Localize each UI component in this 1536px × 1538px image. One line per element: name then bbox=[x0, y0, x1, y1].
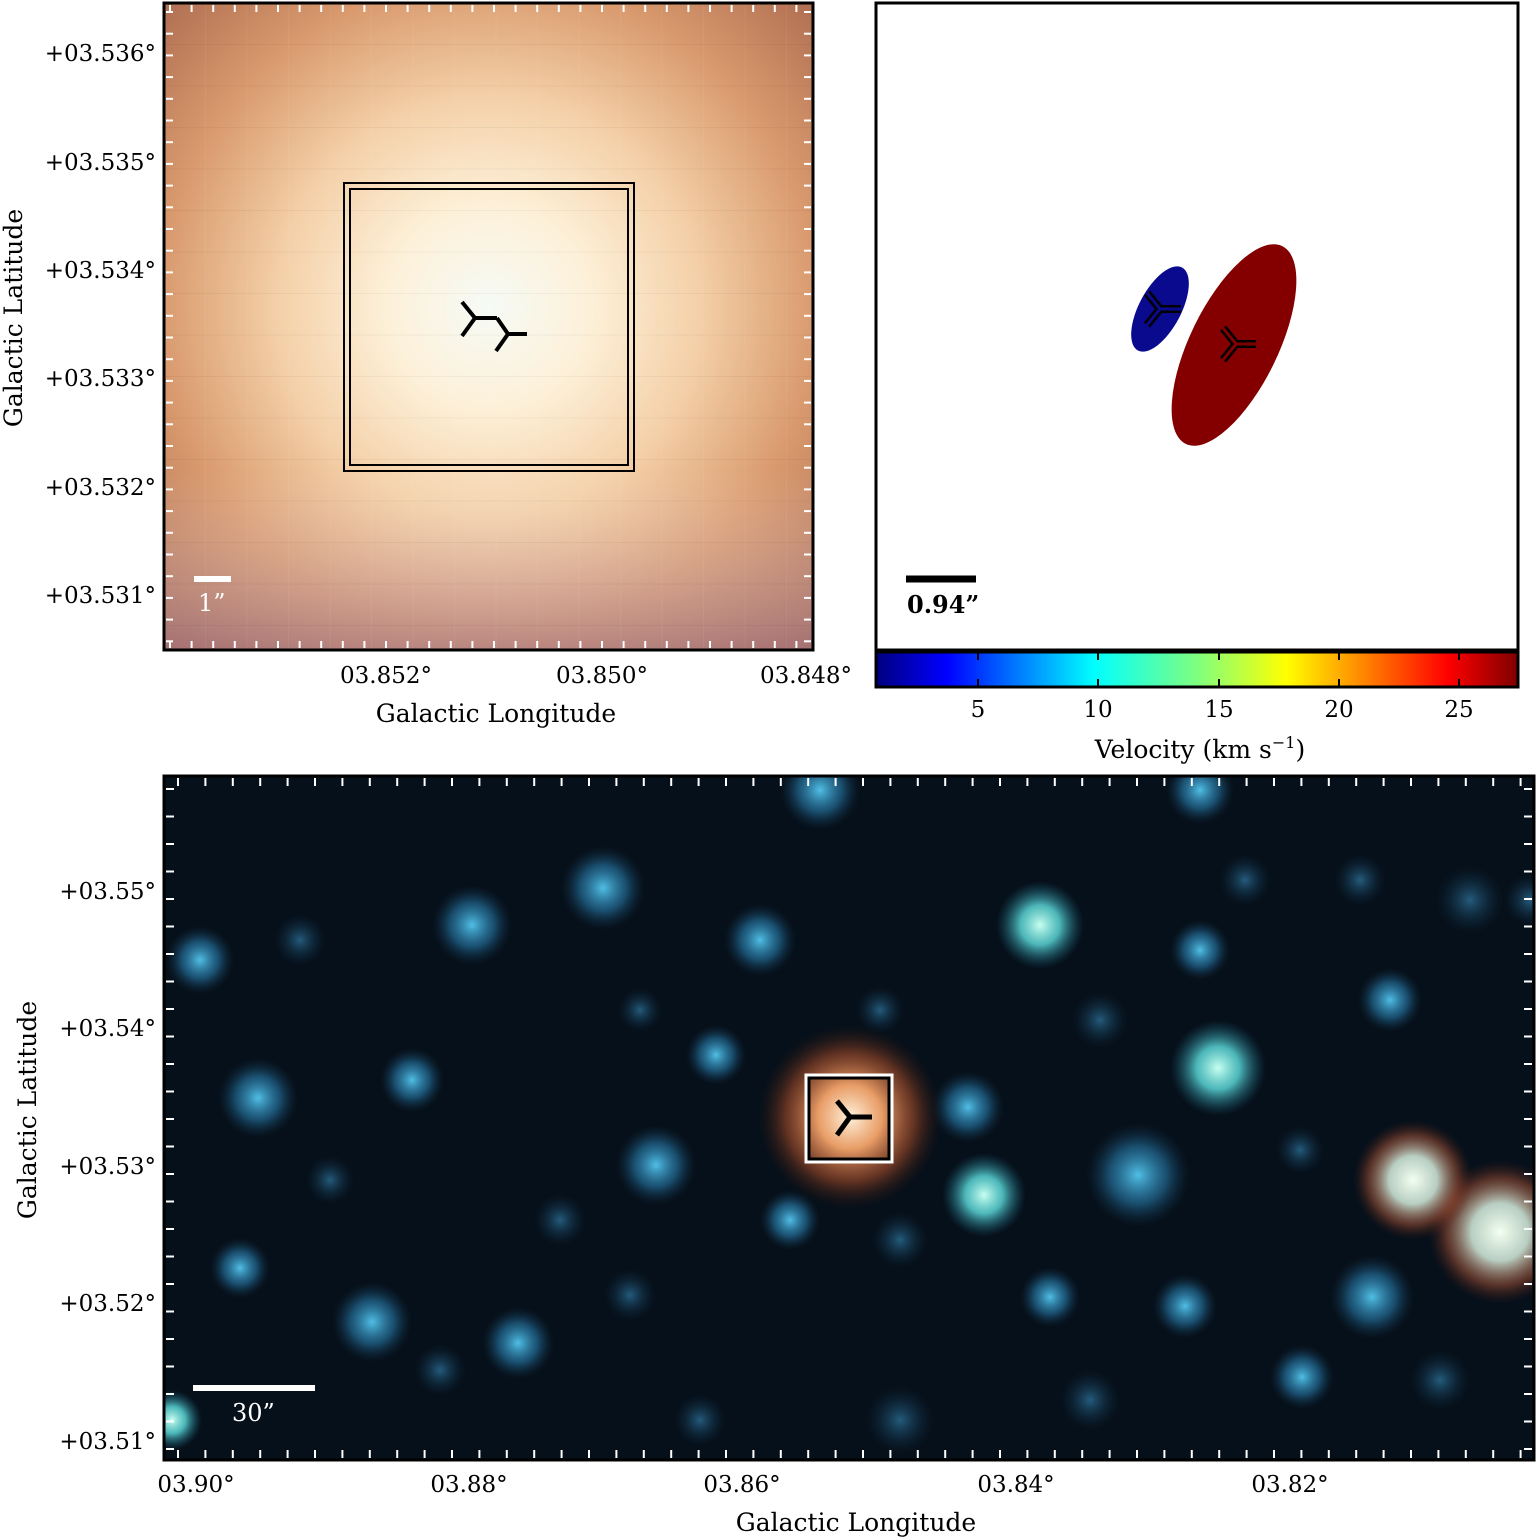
panel-b-colorbar bbox=[874, 650, 1520, 689]
panel-c-xlabel: Galactic Longitude bbox=[736, 1508, 976, 1537]
panel-c-star bbox=[561, 846, 645, 930]
panel-c-ytick-label: +03.53° bbox=[59, 1154, 156, 1180]
panel-c-star bbox=[1072, 992, 1128, 1048]
panel-c-star bbox=[1166, 776, 1234, 824]
colorbar-tick-label: 10 bbox=[1083, 697, 1112, 723]
panel-c-ytick-label: +03.54° bbox=[59, 1016, 156, 1042]
panel-b: 0.94” 5 10 15 20 25 Velocity (km s−1) bbox=[874, 1, 1520, 764]
panel-c-star bbox=[1504, 874, 1534, 926]
panel-c: 30” 03.90° 03.88° 03.86° 03.84° 03.82° +… bbox=[13, 774, 1536, 1537]
panel-c-star bbox=[942, 1153, 1026, 1237]
panel-a-xtick-label: 03.850° bbox=[556, 663, 648, 689]
panel-c-star bbox=[866, 1386, 934, 1454]
panel-a-ticks bbox=[166, 5, 811, 648]
panel-c-star bbox=[166, 926, 234, 994]
panel-c-star bbox=[1219, 854, 1271, 906]
panel-c-star bbox=[534, 1194, 586, 1246]
panel-a-xlabel: Galactic Longitude bbox=[376, 699, 616, 728]
panel-c-star bbox=[306, 1156, 354, 1204]
panel-a-ytick-label: +03.532° bbox=[45, 475, 156, 501]
panel-c-xtick-label: 03.84° bbox=[977, 1472, 1054, 1498]
panel-c-source-marker bbox=[834, 1099, 872, 1137]
panel-c-star bbox=[856, 986, 904, 1034]
colorbar-tick-label: 15 bbox=[1204, 697, 1233, 723]
panel-c-xtick-label: 03.86° bbox=[703, 1472, 780, 1498]
panel-a-ytick-label: +03.535° bbox=[45, 150, 156, 176]
panel-c-star bbox=[1330, 1255, 1414, 1339]
panel-c-scalebar-label: 30” bbox=[232, 1399, 275, 1427]
panel-c-ytick-label: +03.55° bbox=[59, 879, 156, 905]
panel-c-star bbox=[1153, 1274, 1217, 1338]
panel-c-star bbox=[1358, 968, 1422, 1032]
panel-c-star bbox=[1270, 1345, 1334, 1409]
panel-c-star bbox=[780, 776, 860, 830]
panel-c-ytick-label: +03.51° bbox=[59, 1429, 156, 1455]
panel-a-ytick-label: +03.536° bbox=[45, 41, 156, 67]
panel-c-star bbox=[210, 1238, 270, 1298]
panel-c-star bbox=[482, 1307, 554, 1379]
colorbar-tick-label: 20 bbox=[1324, 697, 1353, 723]
panel-c-target-box-outer bbox=[804, 1073, 894, 1164]
panel-c-target-box-inner bbox=[807, 1076, 891, 1161]
panel-c-star bbox=[1436, 866, 1504, 934]
panel-c-ytick-label: +03.52° bbox=[59, 1291, 156, 1317]
panel-a-scalebar-label: 1” bbox=[198, 589, 226, 617]
panel-a-target-box-inner bbox=[349, 188, 629, 466]
panel-a-source-marker-2 bbox=[494, 316, 527, 353]
panel-c-star bbox=[218, 1058, 298, 1138]
panel-c-star bbox=[760, 1190, 820, 1250]
panel-c-star bbox=[872, 1212, 928, 1268]
panel-c-star bbox=[1410, 1350, 1470, 1410]
panel-c-stars bbox=[164, 776, 1534, 1454]
panel-c-star bbox=[380, 1048, 444, 1112]
panel-b-scalebar-label: 0.94” bbox=[907, 590, 979, 619]
colorbar-tick-label: 25 bbox=[1444, 697, 1473, 723]
panel-c-star bbox=[686, 1025, 746, 1085]
panel-a-source-marker-1 bbox=[460, 300, 497, 338]
panel-c-star bbox=[1170, 1020, 1266, 1116]
panel-a-frame bbox=[162, 1, 815, 652]
panel-c-star bbox=[1276, 1126, 1324, 1174]
panel-a-ytick-label: +03.531° bbox=[45, 583, 156, 609]
panel-c-xtick-label: 03.88° bbox=[430, 1472, 507, 1498]
panel-c-star bbox=[1060, 1370, 1120, 1430]
panel-c-ylabel: Galactic Latitude bbox=[13, 1001, 42, 1219]
panel-a-ytick-label: +03.534° bbox=[45, 258, 156, 284]
panel-a-pixel-grid bbox=[164, 3, 813, 650]
panel-b-colorbar-ticks bbox=[977, 652, 1460, 687]
panel-a-ytick-label: +03.533° bbox=[45, 366, 156, 392]
panel-c-star bbox=[432, 885, 512, 965]
colorbar-tick-label: 5 bbox=[971, 697, 986, 723]
colorbar-label: Velocity (km s−1) bbox=[1094, 733, 1305, 764]
panel-c-star bbox=[932, 1071, 1004, 1143]
panel-c-star bbox=[274, 914, 326, 966]
panel-a-xtick-label: 03.848° bbox=[760, 663, 852, 689]
panel-c-star bbox=[1086, 1123, 1190, 1227]
panel-c-frame bbox=[162, 774, 1536, 1462]
panel-a-ylabel: Galactic Latitude bbox=[0, 209, 28, 427]
panel-a-target-box-outer bbox=[343, 182, 635, 472]
panel-c-star bbox=[996, 881, 1084, 969]
panel-c-star bbox=[618, 988, 662, 1032]
panel-c-ticks bbox=[166, 778, 1532, 1458]
panel-c-star bbox=[604, 1269, 656, 1321]
panel-a: 1” 03.852° 03.850° 03.848° +03.536° +03.… bbox=[0, 1, 852, 728]
panel-c-star bbox=[1353, 1120, 1473, 1240]
panel-c-star bbox=[674, 1394, 726, 1446]
panel-c-star bbox=[1170, 920, 1230, 980]
panel-c-star bbox=[1020, 1267, 1080, 1327]
panel-c-star bbox=[414, 1344, 466, 1396]
panel-c-star bbox=[724, 904, 796, 976]
panel-c-star bbox=[616, 1125, 696, 1205]
panel-c-star bbox=[164, 1390, 202, 1450]
panel-c-xtick-label: 03.90° bbox=[157, 1472, 234, 1498]
panel-c-star bbox=[332, 1282, 412, 1362]
panel-c-xtick-label: 03.82° bbox=[1251, 1472, 1328, 1498]
panel-c-star bbox=[1334, 854, 1386, 906]
panel-a-xtick-label: 03.852° bbox=[340, 663, 432, 689]
